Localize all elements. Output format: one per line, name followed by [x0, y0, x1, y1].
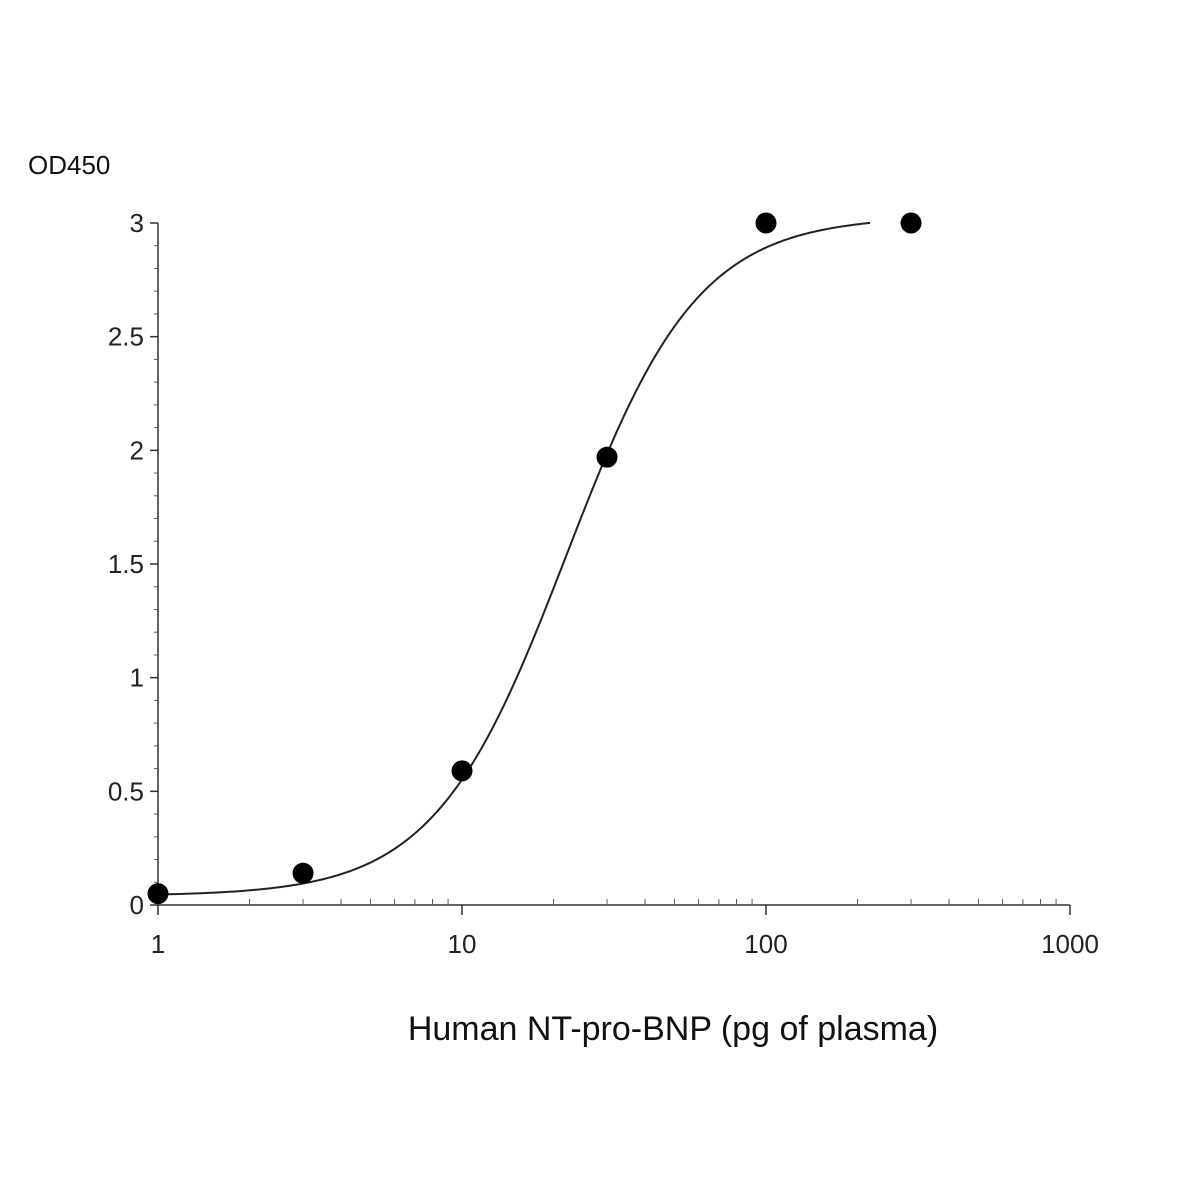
y-tick-label: 1: [130, 663, 144, 693]
axes: 0 0.5 1 1.5 2 2.5 3 1 10 100 1000: [108, 208, 1099, 959]
y-tick-label: 2: [130, 435, 144, 465]
fit-curve-line: [157, 221, 871, 896]
data-point: [596, 446, 618, 468]
data-point: [755, 212, 777, 234]
y-axis-title: OD450: [28, 150, 110, 180]
x-tick-label: 100: [744, 929, 787, 959]
x-tick-label: 10: [448, 929, 477, 959]
y-tick-label: 0.5: [108, 776, 144, 806]
y-tick-label: 3: [130, 208, 144, 238]
data-point: [292, 862, 314, 884]
y-tick-label: 0: [130, 890, 144, 920]
fit-curve-layer: [157, 221, 871, 896]
x-tick-label: 1000: [1041, 929, 1099, 959]
x-axis-title: Human NT-pro-BNP (pg of plasma): [408, 1010, 938, 1048]
data-point: [147, 883, 169, 905]
y-tick-label: 1.5: [108, 549, 144, 579]
x-tick-label: 1: [151, 929, 165, 959]
data-point: [451, 760, 473, 782]
data-point: [900, 212, 922, 234]
data-points-layer: [147, 212, 922, 905]
y-tick-label: 2.5: [108, 322, 144, 352]
